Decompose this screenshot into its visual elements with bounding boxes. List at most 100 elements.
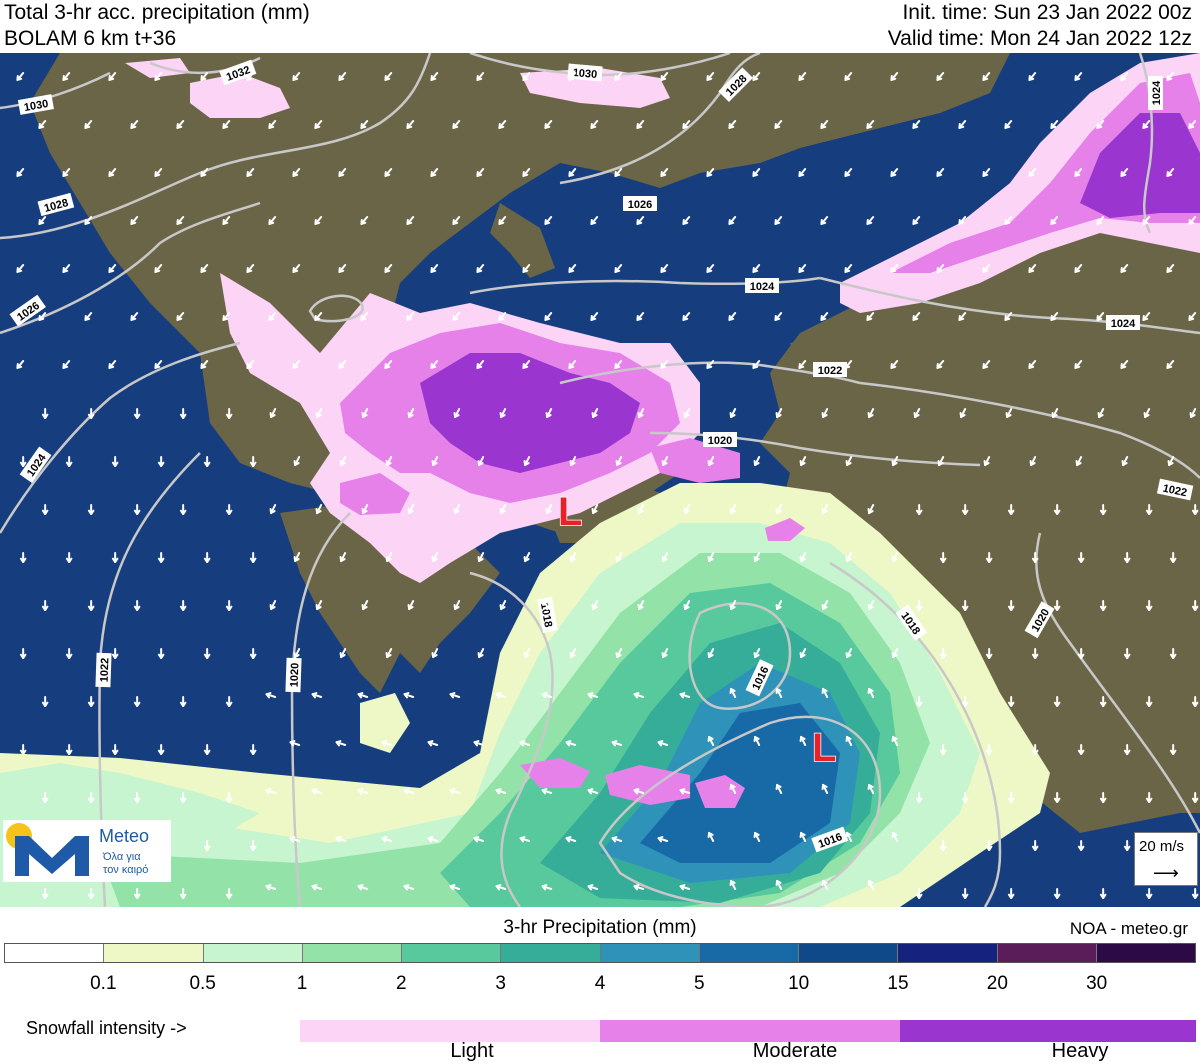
wind-arrow — [38, 312, 47, 321]
wind-arrow — [200, 72, 209, 81]
wind-arrow — [821, 783, 829, 794]
wind-arrow — [1123, 744, 1131, 755]
wind-arrow — [568, 360, 577, 369]
wind-arrow — [289, 740, 301, 747]
wind-arrow — [339, 552, 347, 563]
wind-arrow — [985, 648, 993, 659]
wind-arrow — [1191, 600, 1199, 611]
wind-arrow — [679, 788, 691, 795]
wind-arrow — [133, 408, 141, 419]
wind-arrow — [1169, 552, 1177, 563]
wind-arrow — [1121, 456, 1129, 467]
land-chalkidiki — [490, 203, 555, 278]
wind-arrow — [111, 744, 119, 755]
precipitation-map: 1030 1032 1030 1028 1028 1026 — [0, 53, 1200, 907]
wind-arrow — [111, 648, 119, 659]
isobar-label-1022-west: 1022 — [99, 658, 112, 683]
wind-arrow — [360, 120, 369, 129]
wind-arrow — [845, 552, 853, 563]
wind-arrow — [1097, 408, 1105, 419]
wind-arrow — [384, 264, 393, 273]
wind-arrow — [1031, 840, 1039, 851]
wind-arrow — [498, 312, 507, 321]
wind-arrow — [225, 696, 233, 707]
wind-arrow — [961, 696, 969, 707]
wind-arrow — [820, 216, 829, 225]
wind-arrow — [753, 648, 761, 659]
wind-arrow — [16, 72, 25, 81]
wind-arrow — [891, 552, 899, 563]
wind-arrow — [1143, 408, 1151, 419]
wind-arrow — [1074, 264, 1083, 273]
colorbar-tick-label: 5 — [694, 973, 705, 994]
wind-arrow — [62, 360, 71, 369]
wind-arrow — [265, 788, 277, 795]
wind-arrow — [541, 692, 553, 699]
wind-arrow — [499, 504, 507, 515]
wind-arrow — [912, 312, 921, 321]
wind-arrow — [544, 120, 553, 129]
isobar-label-1020-center: 1020 — [708, 435, 732, 447]
wind-arrow — [939, 552, 947, 563]
wind-arrow — [660, 360, 669, 369]
wind-arrow — [867, 687, 875, 698]
wind-arrow — [523, 552, 531, 563]
wind-arrow — [798, 72, 807, 81]
wind-arrow — [890, 168, 899, 177]
wind-arrow — [522, 264, 531, 273]
wind-arrow — [430, 168, 439, 177]
isobar-line-1024-northeast — [1138, 53, 1154, 234]
wind-arrow — [683, 600, 691, 611]
colorbar-tick-label: 4 — [594, 973, 606, 994]
wind-arrow — [798, 168, 807, 177]
wind-arrow — [820, 120, 829, 129]
isobar-line-1024-west — [0, 341, 241, 534]
wind-arrow — [1166, 72, 1175, 81]
wind-arrow — [1191, 792, 1199, 803]
wind-arrow — [982, 264, 991, 273]
wind-arrow — [661, 552, 669, 563]
wind-arrow — [108, 168, 117, 177]
wind-arrow — [682, 216, 691, 225]
wind-arrow — [269, 504, 277, 515]
snow-moderate-lesvos — [650, 438, 740, 483]
wind-arrow — [568, 264, 577, 273]
wind-arrow — [1099, 696, 1107, 707]
wind-arrow — [249, 648, 257, 659]
wind-arrow — [939, 744, 947, 755]
model-label: BOLAM 6 km t+36 — [4, 27, 177, 50]
wind-arrow — [936, 168, 945, 177]
wind-arrow — [385, 648, 393, 659]
wind-arrow — [615, 648, 623, 659]
wind-arrow — [357, 692, 369, 699]
wind-arrow — [728, 216, 737, 225]
wind-arrow — [939, 648, 947, 659]
wind-arrow — [1096, 216, 1105, 225]
wind-arrow — [541, 788, 553, 795]
wind-arrow — [87, 888, 95, 899]
wind-arrow — [522, 168, 531, 177]
wind-arrow — [452, 312, 461, 321]
wind-arrow — [541, 884, 553, 891]
wind-arrow — [133, 696, 141, 707]
isobar-line-1030-west — [0, 71, 111, 110]
wind-arrow — [1004, 216, 1013, 225]
isobar-line-1020-center — [649, 431, 981, 467]
wind-arrow — [154, 168, 163, 177]
wind-arrow — [108, 360, 117, 369]
wind-arrow — [430, 360, 439, 369]
wind-arrow — [545, 600, 553, 611]
wind-arrow — [179, 792, 187, 803]
isobar-label-1026-north: 1026 — [628, 199, 652, 211]
precipitation-colorbar — [4, 943, 1196, 963]
wind-arrow — [360, 312, 369, 321]
wind-arrow — [1075, 456, 1083, 467]
low-pressure-marker-aegean-south: L — [812, 726, 836, 770]
wind-arrow — [179, 408, 187, 419]
wind-arrow — [936, 72, 945, 81]
snow-moderate-chios — [765, 518, 805, 541]
wind-arrow — [867, 879, 875, 890]
wind-arrow — [591, 408, 599, 419]
wind-arrow — [249, 456, 257, 467]
wind-arrow — [1142, 216, 1151, 225]
